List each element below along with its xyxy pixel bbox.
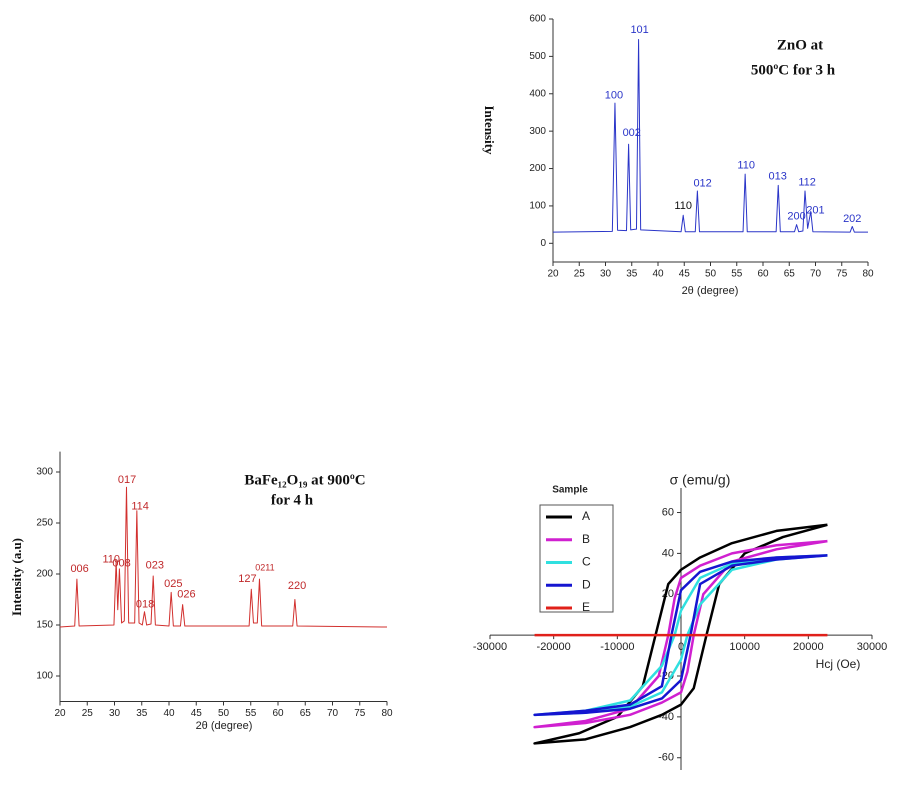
peak-label: 200 xyxy=(787,210,805,222)
x-tick-label: 45 xyxy=(679,269,691,280)
peak-label: 013 xyxy=(769,171,787,183)
y-tick-label: 300 xyxy=(36,467,53,478)
y-tick-label: 600 xyxy=(529,14,546,25)
x-tick-label: 75 xyxy=(836,269,848,280)
chart-title: 500ºC for 3 h xyxy=(751,62,836,78)
x-tick-label: 70 xyxy=(810,269,822,280)
x-tick-label: 25 xyxy=(82,708,94,719)
peak-label: 100 xyxy=(605,90,623,102)
y-tick-label: 400 xyxy=(529,88,546,99)
x-tick-label: 65 xyxy=(784,269,796,280)
data-line xyxy=(533,539,828,729)
x-tick-label: 20 xyxy=(547,269,559,280)
peak-label: 025 xyxy=(164,578,182,590)
x-tick-label: 65 xyxy=(300,708,312,719)
x-tick-label: 55 xyxy=(731,269,743,280)
peak-label: 112 xyxy=(798,177,816,189)
y-tick-label: 60 xyxy=(662,506,674,518)
legend-label: A xyxy=(582,509,590,523)
x-tick-label: 55 xyxy=(245,708,257,719)
y-tick-label: 100 xyxy=(36,671,53,682)
y-tick-label: 0 xyxy=(540,238,546,249)
y-axis-label: Intensity (a.u) xyxy=(9,538,24,616)
peak-label: 012 xyxy=(693,177,711,189)
peak-label: 0211 xyxy=(255,562,274,572)
x-tick-label: 30 xyxy=(109,708,121,719)
x-tick-label: 70 xyxy=(327,708,339,719)
x-tick-label: 35 xyxy=(136,708,148,719)
x-tick-label: 30 xyxy=(600,269,612,280)
x-tick-label: 40 xyxy=(163,708,175,719)
y-tick-label: -60 xyxy=(658,752,674,764)
legend-title: Sample xyxy=(552,485,588,496)
peak-label: 127 xyxy=(238,573,256,585)
x-tick-label: 80 xyxy=(862,269,874,280)
legend-label: D xyxy=(582,577,591,591)
x-axis-label: 2θ (degree) xyxy=(196,720,253,732)
peak-label: 026 xyxy=(177,588,195,600)
x-tick-label: 50 xyxy=(705,269,717,280)
peak-label: 101 xyxy=(630,24,648,36)
x-tick-label: 80 xyxy=(381,708,393,719)
x-tick-label: 10000 xyxy=(729,641,760,653)
data-line xyxy=(552,39,868,233)
peak-label: 202 xyxy=(843,213,861,225)
peak-label: 201 xyxy=(806,204,824,216)
x-tick-label: 25 xyxy=(574,269,586,280)
y-axis-label: σ (emu/g) xyxy=(670,472,731,488)
x-tick-label: 45 xyxy=(191,708,203,719)
x-tick-label: 60 xyxy=(272,708,284,719)
x-tick-label: 30000 xyxy=(857,641,888,653)
data-line xyxy=(59,486,388,628)
y-axis-label: Intensity xyxy=(482,105,497,155)
data-line xyxy=(533,523,828,745)
y-tick-label: 200 xyxy=(529,163,546,174)
y-tick-label: 200 xyxy=(36,569,53,580)
peak-label: 002 xyxy=(623,127,641,139)
chart-title: for 4 h xyxy=(271,492,314,508)
x-tick-label: 75 xyxy=(354,708,366,719)
peak-label: 006 xyxy=(70,563,88,575)
peak-label: 110 xyxy=(102,554,120,566)
peak-label: 220 xyxy=(288,580,306,592)
legend-label: C xyxy=(582,555,591,569)
chart-title: ZnO at xyxy=(777,37,823,53)
x-tick-label: 20000 xyxy=(793,641,824,653)
x-tick-label: -10000 xyxy=(600,641,634,653)
peak-label: 110 xyxy=(674,200,692,212)
y-tick-label: 500 xyxy=(529,51,546,62)
peak-label: 114 xyxy=(131,501,149,513)
x-axis-label: Hcj (Oe) xyxy=(816,657,861,671)
legend-label: E xyxy=(582,600,590,614)
x-axis-label: 2θ (degree) xyxy=(682,285,739,297)
y-tick-label: 100 xyxy=(529,201,546,212)
legend-box xyxy=(539,504,614,613)
x-tick-label: 40 xyxy=(652,269,664,280)
x-tick-label: 60 xyxy=(757,269,769,280)
x-tick-label: 50 xyxy=(218,708,230,719)
y-tick-label: 150 xyxy=(36,620,53,631)
peak-label: 018 xyxy=(136,599,154,611)
x-tick-label: -30000 xyxy=(473,641,507,653)
y-tick-label: 40 xyxy=(662,547,674,559)
peak-label: 008 xyxy=(112,558,130,570)
y-tick-label: 250 xyxy=(36,518,53,529)
chart-title: BaFe₁₂O₁₉ at 900ºC xyxy=(244,472,365,488)
peak-label: 017 xyxy=(118,474,136,486)
x-tick-label: 35 xyxy=(626,269,638,280)
x-tick-label: 20 xyxy=(54,708,66,719)
legend-label: B xyxy=(582,532,590,546)
x-tick-label: 0 xyxy=(678,641,684,653)
data-line xyxy=(533,554,828,717)
peak-label: 110 xyxy=(737,159,755,171)
peak-label: 023 xyxy=(146,560,164,572)
y-tick-label: 300 xyxy=(529,126,546,137)
x-tick-label: -20000 xyxy=(537,641,571,653)
